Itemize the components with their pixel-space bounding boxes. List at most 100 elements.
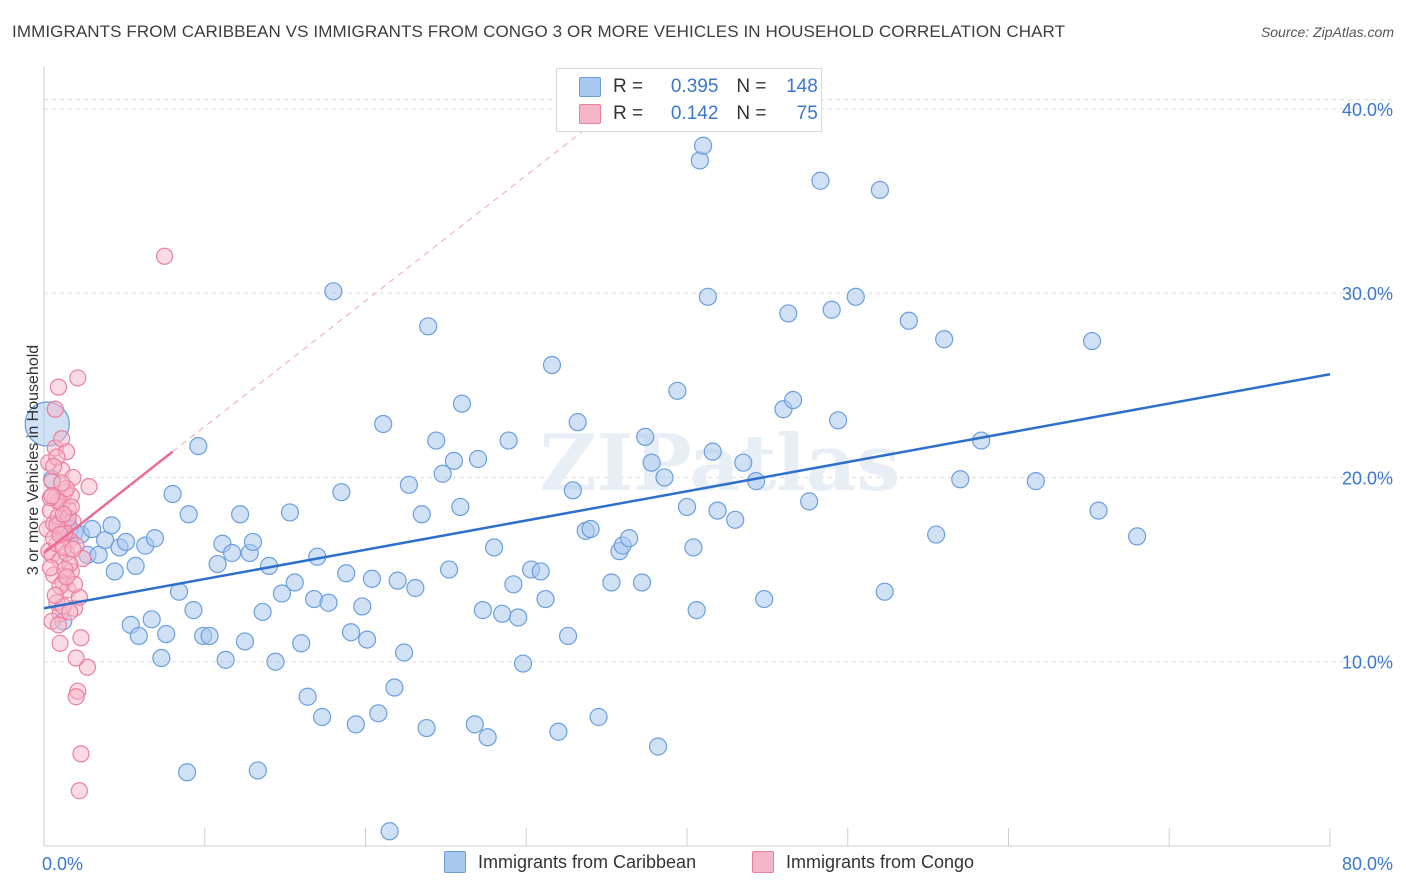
data-point-caribbean bbox=[388, 571, 407, 590]
data-point-caribbean bbox=[504, 575, 523, 594]
data-point-caribbean bbox=[972, 431, 991, 450]
data-point-caribbean bbox=[829, 411, 848, 430]
data-point-congo bbox=[78, 658, 97, 676]
data-point-caribbean bbox=[280, 503, 300, 522]
data-point-caribbean bbox=[558, 626, 578, 646]
data-point-caribbean bbox=[380, 822, 399, 841]
data-point-caribbean bbox=[298, 687, 317, 706]
n-value: 148 bbox=[786, 76, 818, 97]
stats-row-congo: R = 0.142 N = 75 bbox=[579, 102, 818, 126]
data-point-caribbean bbox=[531, 562, 550, 581]
data-point-caribbean bbox=[927, 525, 946, 544]
data-point-caribbean bbox=[341, 623, 361, 642]
data-point-caribbean bbox=[152, 648, 171, 668]
data-point-caribbean bbox=[1082, 331, 1102, 351]
data-point-caribbean bbox=[385, 678, 404, 697]
data-point-congo bbox=[53, 430, 71, 448]
data-point-caribbean bbox=[312, 707, 332, 727]
data-point-caribbean bbox=[951, 470, 970, 489]
data-point-caribbean bbox=[708, 501, 727, 520]
data-point-caribbean bbox=[451, 497, 470, 517]
source-credit: Source: ZipAtlas.com bbox=[1260, 24, 1394, 40]
legend-swatch-caribbean bbox=[444, 851, 466, 873]
data-point-caribbean bbox=[129, 626, 148, 646]
data-point-caribbean bbox=[620, 529, 639, 548]
data-point-caribbean bbox=[319, 593, 338, 612]
data-point-caribbean bbox=[362, 569, 382, 588]
n-label: N = bbox=[736, 103, 767, 124]
data-point-caribbean bbox=[399, 475, 419, 494]
data-point-caribbean bbox=[272, 584, 292, 603]
data-point-caribbean bbox=[216, 650, 235, 669]
data-point-caribbean bbox=[1127, 527, 1147, 546]
data-point-congo bbox=[72, 629, 90, 647]
legend-swatch-congo bbox=[752, 851, 774, 873]
data-point-caribbean bbox=[353, 597, 372, 616]
data-point-congo bbox=[46, 400, 64, 418]
data-point-congo bbox=[46, 586, 64, 604]
gridlines bbox=[44, 99, 1392, 663]
data-point-caribbean bbox=[105, 562, 124, 581]
data-point-caribbean bbox=[783, 390, 803, 410]
data-point-caribbean bbox=[636, 427, 655, 446]
data-point-caribbean bbox=[142, 610, 161, 629]
data-point-caribbean bbox=[184, 601, 203, 620]
data-point-caribbean bbox=[358, 630, 377, 649]
trend-lines bbox=[43, 112, 1331, 610]
data-point-caribbean bbox=[419, 317, 438, 336]
data-point-caribbean bbox=[394, 643, 414, 662]
y-tick-label: 40.0% bbox=[1342, 100, 1393, 120]
data-point-caribbean bbox=[684, 538, 703, 557]
data-point-caribbean bbox=[444, 451, 464, 470]
data-point-caribbean bbox=[513, 654, 533, 673]
n-value: 75 bbox=[796, 103, 818, 124]
data-point-caribbean bbox=[581, 519, 600, 539]
data-point-caribbean bbox=[179, 505, 198, 524]
data-point-caribbean bbox=[412, 505, 431, 524]
data-point-caribbean bbox=[800, 492, 819, 511]
data-point-caribbean bbox=[145, 529, 165, 548]
data-point-caribbean bbox=[208, 554, 227, 574]
series-caribbean-points bbox=[24, 136, 1147, 841]
data-point-caribbean bbox=[499, 431, 518, 450]
legend-item-caribbean[interactable]: Immigrants from Caribbean bbox=[444, 851, 696, 873]
data-point-caribbean bbox=[632, 573, 652, 592]
data-point-caribbean bbox=[563, 481, 582, 500]
data-point-caribbean bbox=[668, 381, 687, 400]
stats-row-caribbean: R = 0.395 N = 148 bbox=[579, 75, 818, 99]
data-point-caribbean bbox=[1089, 501, 1108, 520]
data-point-caribbean bbox=[899, 311, 918, 330]
n-label: N = bbox=[736, 76, 767, 97]
legend-label-congo: Immigrants from Congo bbox=[786, 851, 975, 872]
data-point-congo bbox=[72, 745, 90, 763]
data-point-caribbean bbox=[200, 626, 219, 646]
data-point-caribbean bbox=[822, 300, 841, 319]
data-point-congo bbox=[80, 478, 98, 496]
y-tick-label: 10.0% bbox=[1342, 653, 1393, 673]
data-point-caribbean bbox=[747, 472, 766, 491]
data-point-caribbean bbox=[439, 560, 459, 579]
data-point-caribbean bbox=[677, 497, 697, 517]
data-point-caribbean bbox=[417, 718, 436, 738]
data-point-caribbean bbox=[433, 464, 452, 483]
data-point-congo bbox=[54, 505, 72, 523]
tick-labels: 10.0% 20.0% 30.0% 40.0% 0.0% 80.0% bbox=[42, 100, 1393, 874]
data-point-caribbean bbox=[698, 287, 717, 306]
data-point-caribbean bbox=[811, 171, 830, 190]
data-point-congo bbox=[49, 616, 68, 634]
x-tick-label: 80.0% bbox=[1342, 854, 1393, 874]
legend-label-caribbean: Immigrants from Caribbean bbox=[478, 851, 697, 872]
data-point-caribbean bbox=[337, 564, 356, 583]
legend-item-congo[interactable]: Immigrants from Congo bbox=[752, 851, 974, 873]
trend-line-congo bbox=[43, 450, 174, 554]
data-point-caribbean bbox=[687, 601, 706, 620]
data-point-caribbean bbox=[222, 543, 242, 563]
data-point-caribbean bbox=[189, 437, 208, 456]
data-point-caribbean bbox=[163, 484, 182, 504]
series-legend: Immigrants from Caribbean Immigrants fro… bbox=[0, 851, 1406, 879]
data-point-caribbean bbox=[690, 151, 709, 170]
data-point-caribbean bbox=[478, 728, 497, 747]
data-point-caribbean bbox=[493, 604, 512, 623]
r-label: R = bbox=[613, 103, 644, 124]
